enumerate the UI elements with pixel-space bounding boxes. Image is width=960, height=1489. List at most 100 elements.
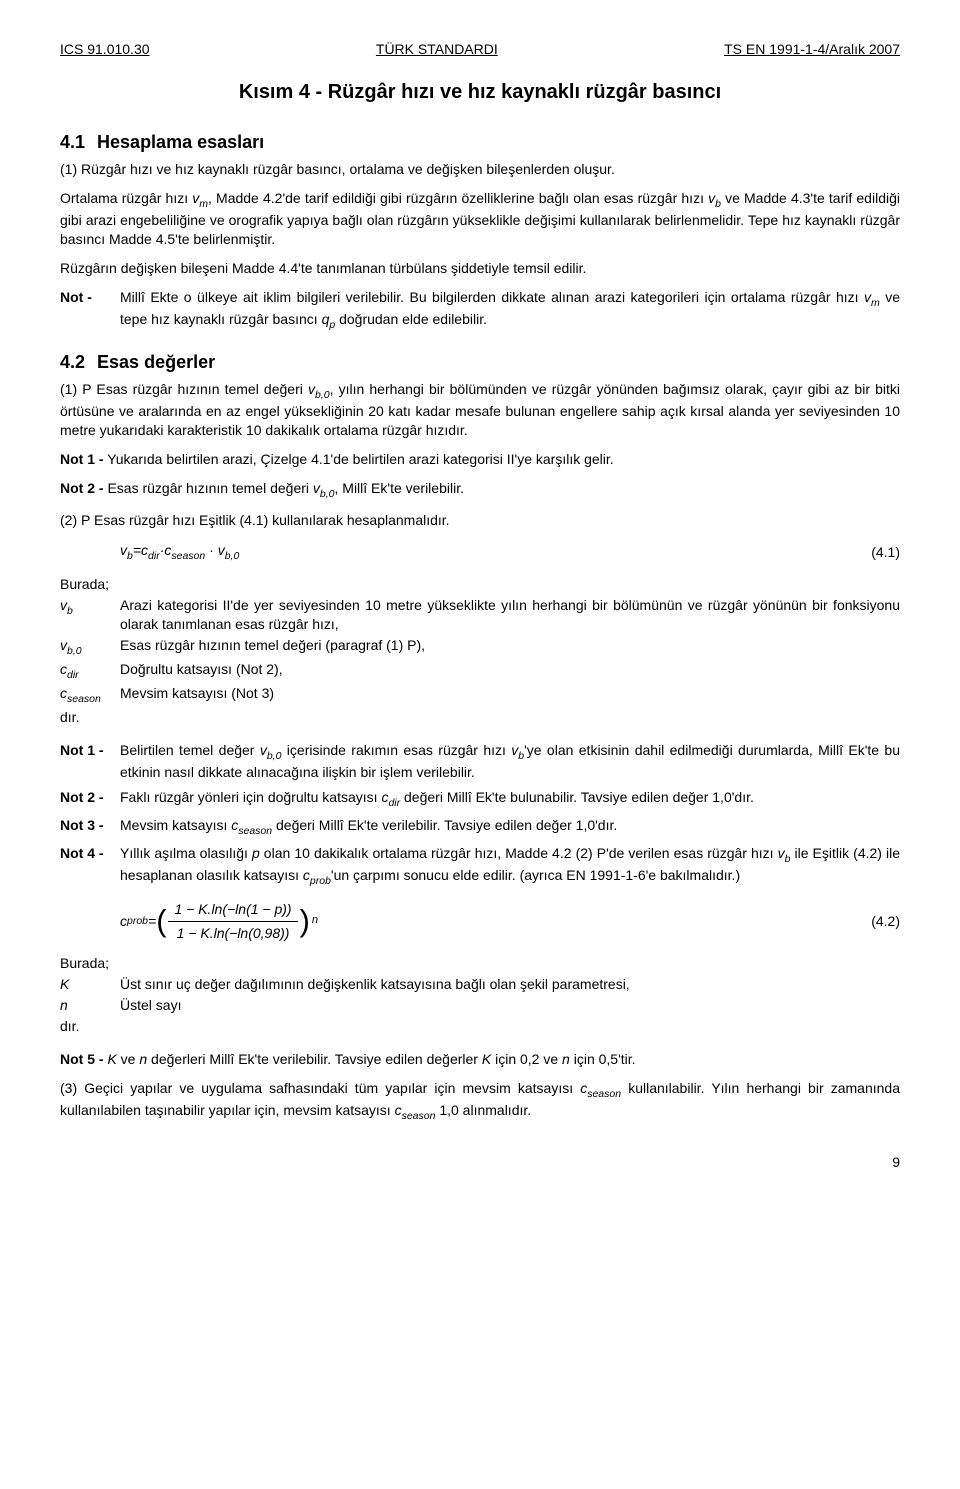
text: 'un çarpımı sonucu elde edilir. (ayrıca … [331, 867, 740, 883]
note-label: Not 5 - [60, 1051, 104, 1067]
text: Yıllık aşılma olasılığı [120, 845, 252, 861]
note-label: Not - [60, 288, 120, 332]
note-body: Faklı rüzgâr yönleri için doğrultu katsa… [120, 788, 900, 810]
definition-symbol: vb,0 [60, 636, 120, 658]
symbol-cseason: cseason [580, 1080, 621, 1096]
definition-symbol: n [60, 996, 120, 1015]
fraction: 1 − K.ln(−ln(1 − p)) 1 − K.ln(−ln(0,98)) [168, 900, 297, 943]
symbol-cseason: cseason [395, 1102, 436, 1118]
text: değerleri Millî Ek'te verilebilir. Tavsi… [147, 1051, 482, 1067]
note-1b: Not 1 - Belirtilen temel değer vb,0 içer… [60, 741, 900, 782]
text: değeri Millî Ek'te bulunabilir. Tavsiye … [400, 789, 754, 805]
definition-row: n Üstel sayı [60, 996, 900, 1015]
symbol-vm: vm [192, 190, 208, 206]
paragraph: (3) Geçici yapılar ve uygulama safhasınd… [60, 1079, 900, 1123]
header-center: TÜRK STANDARDI [376, 40, 498, 59]
heading-number: 4.1 [60, 132, 85, 152]
note-label: Not 3 - [60, 816, 120, 838]
definition-symbol: vb [60, 596, 120, 634]
definition-text: Doğrultu katsayısı (Not 2), [120, 660, 900, 682]
text: için 0,2 ve [491, 1051, 562, 1067]
symbol-n: n [139, 1051, 147, 1067]
equation-4-2: cprob = ( 1 − K.ln(−ln(1 − p)) 1 − K.ln(… [120, 900, 900, 943]
text: , Madde 4.2'de tarif edildiği gibi rüzgâ… [208, 190, 708, 206]
header-left: ICS 91.010.30 [60, 40, 150, 59]
section-title: Kısım 4 - Rüzgâr hızı ve hız kaynaklı rü… [60, 79, 900, 106]
note-body: Millî Ekte o ülkeye ait iklim bilgileri … [120, 288, 900, 332]
symbol-vb: vb [778, 845, 791, 861]
text: (1) P Esas rüzgâr hızının temel değeri [60, 381, 308, 397]
text: ve [117, 1051, 140, 1067]
heading-text: Esas değerler [97, 352, 215, 372]
note-2: Not 2 - Esas rüzgâr hızının temel değeri… [60, 479, 900, 501]
note-label: Not 1 - [60, 451, 104, 467]
definitions-end: dır. [60, 1017, 900, 1036]
symbol-vb0: vb,0 [260, 742, 282, 758]
definition-symbol: K [60, 975, 120, 994]
symbol-p: p [252, 845, 260, 861]
symbol-K: K [482, 1051, 491, 1067]
paragraph: (2) P Esas rüzgâr hızı Eşitlik (4.1) kul… [60, 511, 900, 530]
paragraph: (1) P Esas rüzgâr hızının temel değeri v… [60, 380, 900, 440]
symbol-cprob: cprob [303, 867, 331, 883]
definition-row: K Üst sınır uç değer dağılımının değişke… [60, 975, 900, 994]
definition-symbol: cdir [60, 660, 120, 682]
definition-text: Esas rüzgâr hızının temel değeri (paragr… [120, 636, 900, 658]
note-body: Mevsim katsayısı cseason değeri Millî Ek… [120, 816, 900, 838]
definition-text: Arazi kategorisi II'de yer seviyesinden … [120, 596, 900, 634]
text: Ortalama rüzgâr hızı [60, 190, 192, 206]
where-label: Burada; [60, 575, 900, 594]
note-4: Not 4 - Yıllık aşılma olasılığı p olan 1… [60, 844, 900, 888]
paragraph: (1) Rüzgâr hızı ve hız kaynaklı rüzgâr b… [60, 160, 900, 179]
text: (3) Geçici yapılar ve uygulama safhasınd… [60, 1080, 580, 1096]
text: değeri Millî Ek'te verilebilir. Tavsiye … [272, 817, 617, 833]
page-number: 9 [60, 1153, 900, 1172]
definition-symbol: cseason [60, 684, 120, 706]
note-2b: Not 2 - Faklı rüzgâr yönleri için doğrul… [60, 788, 900, 810]
symbol-n: n [562, 1051, 570, 1067]
text: olan 10 dakikalık ortalama rüzgâr hızı, … [260, 845, 778, 861]
paragraph: Rüzgârın değişken bileşeni Madde 4.4'te … [60, 259, 900, 278]
heading-4-1: 4.1 Hesaplama esasları [60, 130, 900, 154]
heading-4-2: 4.2Esas değerler [60, 350, 900, 374]
text: Faklı rüzgâr yönleri için doğrultu katsa… [120, 789, 381, 805]
note-body: Yıllık aşılma olasılığı p olan 10 dakika… [120, 844, 900, 888]
header-right: TS EN 1991-1-4/Aralık 2007 [724, 40, 900, 59]
note-5: Not 5 - K ve n değerleri Millî Ek'te ver… [60, 1050, 900, 1069]
text: Yukarıda belirtilen arazi, Çizelge 4.1'd… [107, 451, 613, 467]
symbol-qp: qp [322, 311, 336, 327]
equation-4-1: vb=cdir·cseason · vb,0 (4.1) [120, 541, 900, 563]
symbol-vb: vb [511, 742, 524, 758]
symbol-vb: vb [708, 190, 721, 206]
definition-row: cseason Mevsim katsayısı (Not 3) [60, 684, 900, 706]
equation-body: vb=cdir·cseason · vb,0 [120, 541, 239, 563]
note: Not - Millî Ekte o ülkeye ait iklim bilg… [60, 288, 900, 332]
definition-text: Mevsim katsayısı (Not 3) [120, 684, 900, 706]
text: doğrudan elde edilebilir. [335, 311, 487, 327]
symbol-K: K [107, 1051, 116, 1067]
definition-row: cdir Doğrultu katsayısı (Not 2), [60, 660, 900, 682]
note-body: Belirtilen temel değer vb,0 içerisinde r… [120, 741, 900, 782]
definition-text: Üst sınır uç değer dağılımının değişkenl… [120, 975, 900, 994]
note-label: Not 1 - [60, 741, 120, 782]
paragraph: Ortalama rüzgâr hızı vm, Madde 4.2'de ta… [60, 189, 900, 249]
equation-tag: (4.2) [871, 912, 900, 931]
definition-row: vb,0 Esas rüzgâr hızının temel değeri (p… [60, 636, 900, 658]
equation-tag: (4.1) [871, 543, 900, 562]
heading-text: Hesaplama esasları [97, 132, 264, 152]
definitions: Burada; vb Arazi kategorisi II'de yer se… [60, 575, 900, 726]
text: , Millî Ek'te verilebilir. [335, 480, 464, 496]
fraction-denominator: 1 − K.ln(−ln(0,98)) [168, 922, 297, 943]
text: Esas rüzgâr hızının temel değeri [107, 480, 312, 496]
text: için 0,5'tir. [570, 1051, 636, 1067]
note-label: Not 2 - [60, 788, 120, 810]
definition-text: Üstel sayı [120, 996, 900, 1015]
page-header: ICS 91.010.30 TÜRK STANDARDI TS EN 1991-… [60, 40, 900, 59]
symbol-cseason: cseason [231, 817, 272, 833]
symbol-cdir: cdir [381, 789, 400, 805]
definitions-end: dır. [60, 708, 900, 727]
definition-row: vb Arazi kategorisi II'de yer seviyesind… [60, 596, 900, 634]
equation-body: cprob = ( 1 − K.ln(−ln(1 − p)) 1 − K.ln(… [120, 900, 318, 943]
exponent: n [312, 913, 318, 928]
text: 1,0 alınmalıdır. [435, 1102, 531, 1118]
